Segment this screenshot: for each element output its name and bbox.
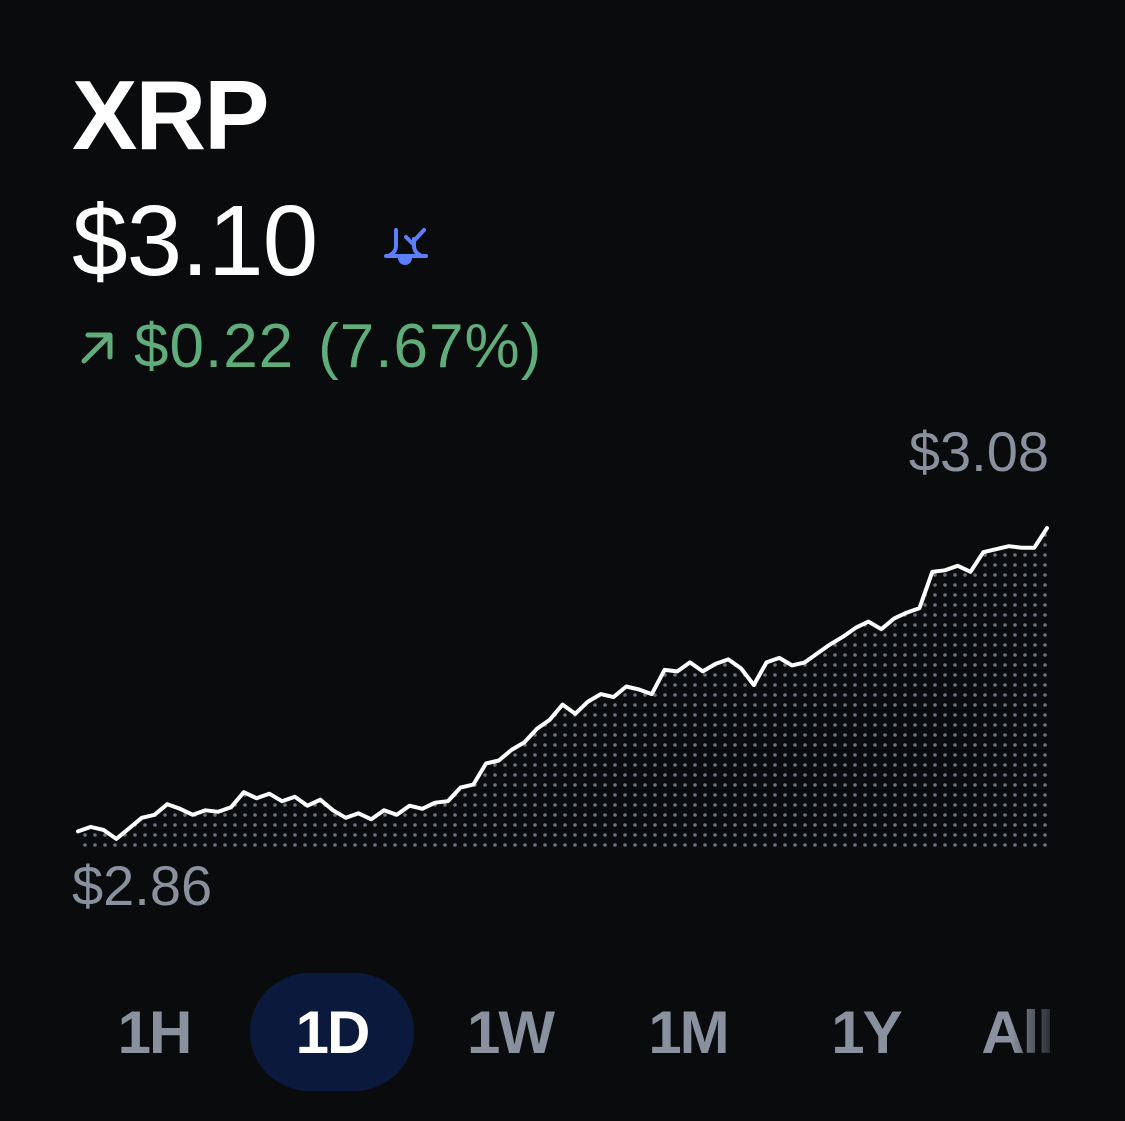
- change-amount: $0.22: [134, 312, 295, 381]
- chart-price-line: [76, 526, 1049, 841]
- price-change: $0.22 (7.67%): [74, 316, 542, 378]
- range-tab-1m[interactable]: 1M: [648, 998, 729, 1066]
- arrow-up-right-icon: [74, 323, 122, 371]
- current-price: $3.10: [72, 185, 318, 297]
- price-row: $3.10: [72, 186, 435, 296]
- range-tab-1d[interactable]: 1D: [250, 973, 414, 1091]
- price-alert-button[interactable]: [381, 218, 435, 272]
- bell-check-icon: [384, 228, 429, 265]
- range-tab-1h[interactable]: 1H: [117, 998, 193, 1066]
- range-tab-1w[interactable]: 1W: [467, 998, 555, 1066]
- time-range-selector: 1H 1D 1W 1M 1Y All: [72, 973, 1052, 1091]
- chart-area-fill: [78, 528, 1047, 848]
- range-tab-1y[interactable]: 1Y: [831, 998, 902, 1066]
- chart-low-label: $2.86: [72, 854, 213, 917]
- change-percent: (7.67%): [318, 312, 543, 381]
- asset-name: XRP: [72, 60, 270, 170]
- chart-high-label: $3.08: [908, 420, 1049, 483]
- range-tab-all[interactable]: All: [981, 998, 1052, 1066]
